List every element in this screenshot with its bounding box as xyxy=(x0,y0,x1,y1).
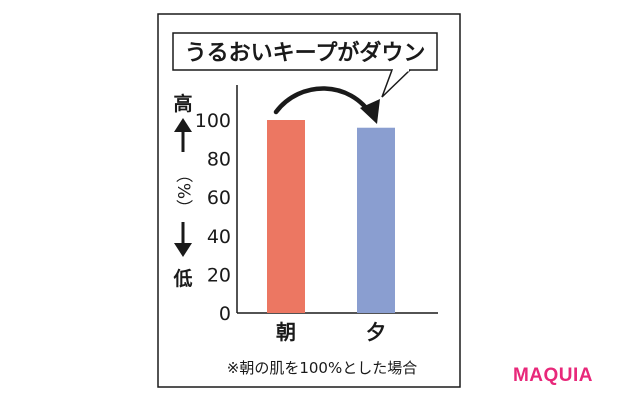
bar-0 xyxy=(267,120,305,313)
ylabel-high: 高 xyxy=(173,92,192,115)
y-tick-labels: 100 80 60 40 20 0 xyxy=(195,110,231,325)
title-box xyxy=(172,32,438,71)
title-callout: うるおいキープがダウン xyxy=(172,32,438,98)
transition-arrowhead-icon xyxy=(360,99,380,124)
bars xyxy=(267,120,395,313)
x-tick-labels: 朝夕 xyxy=(276,320,386,344)
transition-arrow-icon xyxy=(273,86,375,119)
y-tick-label: 20 xyxy=(207,264,231,286)
chart-title: うるおいキープがダウン xyxy=(185,40,426,66)
footnote: ※朝の肌を100%とした場合 xyxy=(227,359,417,377)
y-tick-label: 80 xyxy=(207,149,231,171)
chart-frame xyxy=(157,13,461,388)
y-tick-label: 40 xyxy=(207,226,231,248)
ylabel-unit: （%） xyxy=(173,166,193,216)
y-tick-label: 100 xyxy=(195,110,231,132)
bar-1 xyxy=(357,127,395,313)
y-tick-label: 60 xyxy=(207,187,231,209)
title-tail xyxy=(381,69,411,98)
arrow-down-icon xyxy=(174,222,192,257)
x-tick-label: 夕 xyxy=(366,320,386,344)
x-tick-label: 朝 xyxy=(276,320,296,344)
arrow-up-icon xyxy=(174,118,192,152)
ylabel-low: 低 xyxy=(172,267,192,290)
brand-logo: MAQUIA xyxy=(513,365,593,386)
y-tick-label: 0 xyxy=(219,303,231,325)
